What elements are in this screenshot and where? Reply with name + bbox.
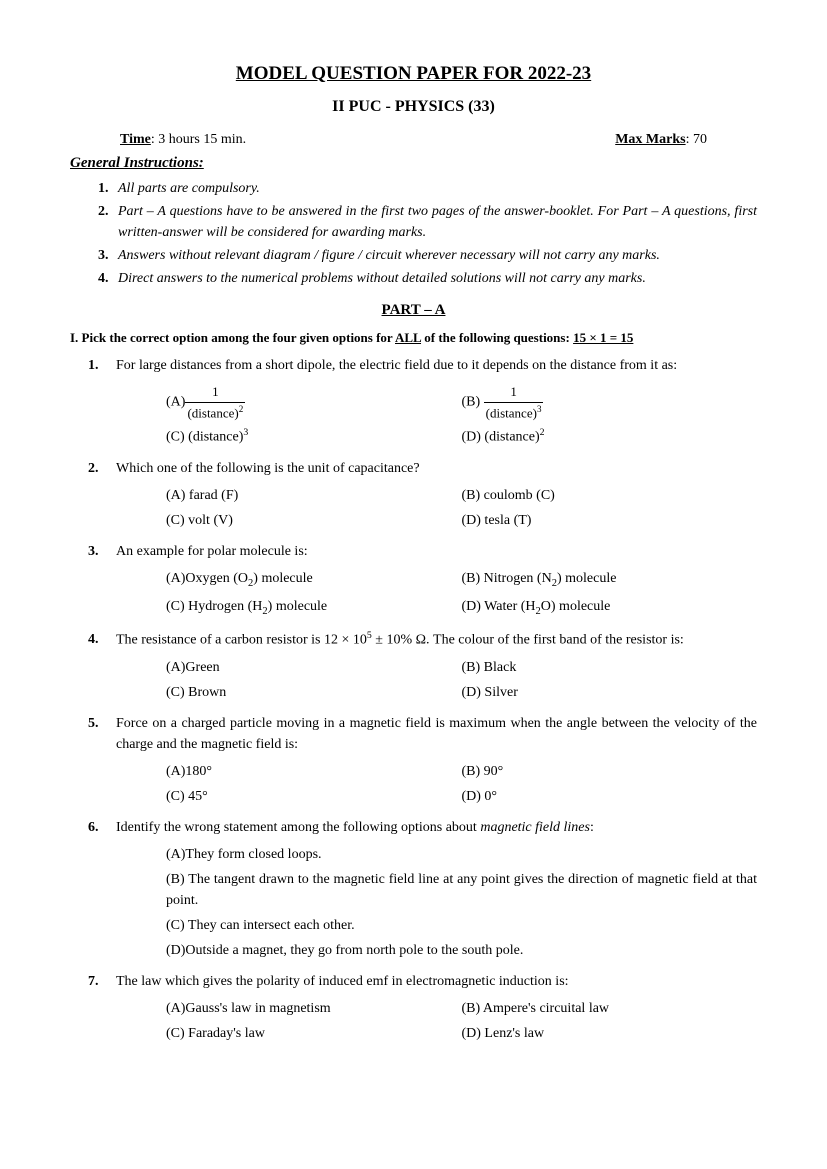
- question-body: Identify the wrong statement among the f…: [116, 817, 757, 965]
- option-d: (D) tesla (T): [462, 510, 758, 531]
- section-inst-mid: of the following questions:: [421, 330, 573, 345]
- question: 2.Which one of the following is the unit…: [70, 458, 757, 535]
- instruction-num: 4.: [98, 268, 118, 289]
- instruction-item: 1. All parts are compulsory.: [98, 178, 757, 199]
- options: (A)Green(B) Black(C) Brown(D) Silver: [116, 657, 757, 703]
- option-c: (C) volt (V): [166, 510, 462, 531]
- paper-title: MODEL QUESTION PAPER FOR 2022-23: [70, 60, 757, 89]
- question: 1.For large distances from a short dipol…: [70, 355, 757, 452]
- question-number: 4.: [88, 629, 116, 707]
- option: (D)Outside a magnet, they go from north …: [166, 940, 757, 961]
- option-d: (D) Lenz's law: [462, 1023, 758, 1044]
- question: 5.Force on a charged particle moving in …: [70, 713, 757, 811]
- meta-row: Time: 3 hours 15 min. Max Marks: 70: [70, 129, 757, 150]
- option-b: (B) 1(distance)3: [462, 382, 758, 422]
- question-text: An example for polar molecule is:: [116, 541, 757, 562]
- part-a-header: PART – A: [70, 299, 757, 322]
- option-d: (D) 0°: [462, 786, 758, 807]
- option-c: (C) (distance)3: [166, 426, 462, 448]
- question-text: Identify the wrong statement among the f…: [116, 817, 757, 838]
- question-body: For large distances from a short dipole,…: [116, 355, 757, 452]
- question: 6.Identify the wrong statement among the…: [70, 817, 757, 965]
- option-c: (C) Faraday's law: [166, 1023, 462, 1044]
- question-number: 3.: [88, 541, 116, 623]
- option-a: (A)Oxygen (O2) molecule: [166, 568, 462, 592]
- option: (B) The tangent drawn to the magnetic fi…: [166, 869, 757, 911]
- option-b: (B) coulomb (C): [462, 485, 758, 506]
- option-d: (D) (distance)2: [462, 426, 758, 448]
- option-b: (B) Ampere's circuital law: [462, 998, 758, 1019]
- option-c: (C) Hydrogen (H2) molecule: [166, 596, 462, 620]
- question: 3.An example for polar molecule is: (A)Ox…: [70, 541, 757, 623]
- question-text: For large distances from a short dipole,…: [116, 355, 757, 376]
- question-text: The resistance of a carbon resistor is 1…: [116, 629, 757, 651]
- instruction-num: 2.: [98, 201, 118, 243]
- instruction-text: Answers without relevant diagram / figur…: [118, 245, 757, 266]
- option-a: (A)180°: [166, 761, 462, 782]
- instruction-item: 2. Part – A questions have to be answere…: [98, 201, 757, 243]
- instruction-text: Direct answers to the numerical problems…: [118, 268, 757, 289]
- question-body: The law which gives the polarity of indu…: [116, 971, 757, 1048]
- general-instructions-heading: General Instructions:: [70, 152, 757, 175]
- question: 7.The law which gives the polarity of in…: [70, 971, 757, 1048]
- instruction-item: 4. Direct answers to the numerical probl…: [98, 268, 757, 289]
- question-text: Force on a charged particle moving in a …: [116, 713, 757, 755]
- option-a: (A)Green: [166, 657, 462, 678]
- section-instruction: I. Pick the correct option among the fou…: [70, 328, 757, 348]
- time-value: : 3 hours 15 min.: [151, 132, 246, 147]
- instructions-list: 1. All parts are compulsory. 2. Part – A…: [98, 178, 757, 289]
- option-b: (B) Nitrogen (N2) molecule: [462, 568, 758, 592]
- question-body: An example for polar molecule is: (A)Oxyg…: [116, 541, 757, 623]
- marks-value: : 70: [686, 132, 707, 147]
- options: (A)180°(B) 90°(C) 45°(D) 0°: [116, 761, 757, 807]
- instruction-num: 1.: [98, 178, 118, 199]
- question-number: 6.: [88, 817, 116, 965]
- time-label: Time: [120, 132, 151, 147]
- options: (A) farad (F)(B) coulomb (C)(C) volt (V)…: [116, 485, 757, 531]
- question-number: 7.: [88, 971, 116, 1048]
- option-c: (C) Brown: [166, 682, 462, 703]
- question: 4.The resistance of a carbon resistor is…: [70, 629, 757, 707]
- time-block: Time: 3 hours 15 min.: [120, 129, 246, 150]
- question-body: Force on a charged particle moving in a …: [116, 713, 757, 811]
- instruction-num: 3.: [98, 245, 118, 266]
- option-b: (B) 90°: [462, 761, 758, 782]
- option-c: (C) 45°: [166, 786, 462, 807]
- question-body: The resistance of a carbon resistor is 1…: [116, 629, 757, 707]
- option: (A)They form closed loops.: [166, 844, 757, 865]
- options: (A)Gauss's law in magnetism(B) Ampere's …: [116, 998, 757, 1044]
- options: (A)1(distance)2(B) 1(distance)3(C) (dist…: [116, 382, 757, 448]
- questions-container: 1.For large distances from a short dipol…: [70, 355, 757, 1048]
- options: (A)They form closed loops. (B) The tangen…: [116, 844, 757, 961]
- question-text: The law which gives the polarity of indu…: [116, 971, 757, 992]
- instruction-text: All parts are compulsory.: [118, 178, 757, 199]
- question-number: 1.: [88, 355, 116, 452]
- marks-label: Max Marks: [615, 132, 685, 147]
- options: (A)Oxygen (O2) molecule(B) Nitrogen (N2)…: [116, 568, 757, 619]
- question-number: 5.: [88, 713, 116, 811]
- option-d: (D) Silver: [462, 682, 758, 703]
- section-inst-marks: 15 × 1 = 15: [573, 330, 633, 345]
- option-a: (A) farad (F): [166, 485, 462, 506]
- marks-block: Max Marks: 70: [615, 129, 707, 150]
- instruction-item: 3. Answers without relevant diagram / fi…: [98, 245, 757, 266]
- option-a: (A)Gauss's law in magnetism: [166, 998, 462, 1019]
- section-inst-all: ALL: [395, 330, 421, 345]
- instruction-text: Part – A questions have to be answered i…: [118, 201, 757, 243]
- paper-subtitle: II PUC - PHYSICS (33): [70, 95, 757, 119]
- question-number: 2.: [88, 458, 116, 535]
- question-text: Which one of the following is the unit o…: [116, 458, 757, 479]
- option: (C) They can intersect each other.: [166, 915, 757, 936]
- option-d: (D) Water (H2O) molecule: [462, 596, 758, 620]
- question-body: Which one of the following is the unit o…: [116, 458, 757, 535]
- option-a: (A)1(distance)2: [166, 382, 462, 422]
- option-b: (B) Black: [462, 657, 758, 678]
- section-inst-prefix: I. Pick the correct option among the fou…: [70, 330, 395, 345]
